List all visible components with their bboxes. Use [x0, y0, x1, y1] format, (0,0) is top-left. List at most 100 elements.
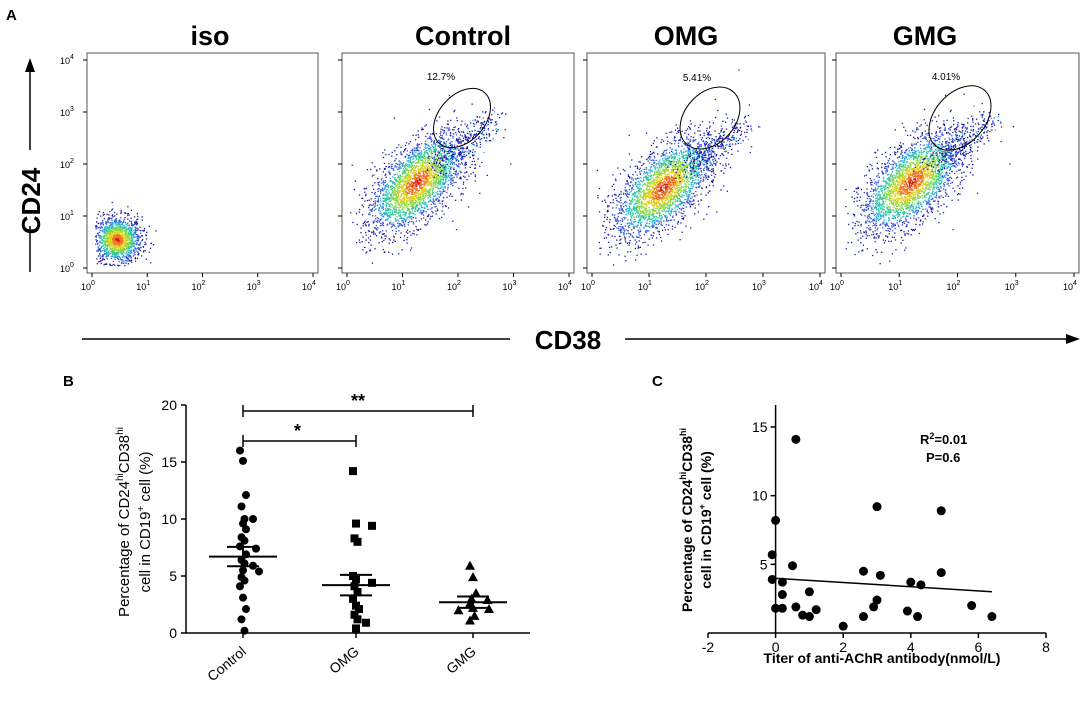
event-dot — [418, 155, 420, 157]
event-dot — [434, 146, 436, 148]
event-dot — [447, 148, 449, 150]
event-dot — [434, 167, 436, 169]
event-dot — [455, 174, 457, 176]
event-dot — [122, 236, 124, 238]
event-dot — [389, 213, 391, 216]
event-dot — [459, 151, 461, 153]
event-dot — [418, 197, 420, 200]
event-dot — [661, 138, 663, 141]
event-dot — [708, 146, 710, 148]
event-dot — [109, 231, 111, 233]
event-dot — [403, 178, 405, 180]
event-dot — [112, 253, 114, 256]
event-dot — [424, 197, 426, 199]
y-tick-label: 104 — [60, 54, 74, 66]
event-dot — [401, 219, 403, 222]
event-dot — [445, 157, 447, 160]
event-dot — [114, 246, 116, 248]
event-dot — [437, 174, 439, 176]
x-tick-base: 10 — [81, 282, 91, 292]
event-dot — [114, 243, 117, 245]
event-dot — [112, 227, 114, 229]
panel-a-x-axis-label: CD38 — [82, 325, 1080, 355]
event-dot — [642, 209, 644, 211]
event-dot — [368, 204, 370, 207]
event-dot — [476, 130, 478, 132]
event-dot — [404, 221, 407, 223]
event-dot — [141, 235, 143, 237]
event-dot — [123, 249, 126, 251]
event-dot — [128, 232, 130, 235]
event-dot — [440, 154, 442, 156]
event-dot — [122, 242, 124, 244]
event-dot — [481, 127, 483, 129]
event-dot — [433, 143, 435, 146]
event-dot — [665, 174, 667, 176]
event-dot — [413, 169, 415, 171]
event-dot — [411, 152, 414, 154]
event-dot — [453, 148, 455, 150]
event-dot — [424, 182, 426, 184]
event-dot — [439, 173, 442, 175]
event-dot — [102, 211, 104, 214]
plot-frame — [341, 52, 575, 274]
event-dot — [419, 208, 421, 210]
event-dot — [381, 237, 383, 239]
event-dot — [630, 223, 632, 225]
event-dot — [351, 164, 353, 166]
event-dot — [627, 213, 629, 215]
event-dot — [428, 181, 430, 183]
event-dot — [434, 145, 437, 147]
event-dot — [398, 203, 401, 205]
event-dot — [454, 170, 456, 173]
event-dot — [400, 162, 402, 164]
event-dot — [407, 157, 409, 159]
event-dot — [446, 163, 449, 166]
event-dot — [419, 174, 421, 177]
event-dot — [397, 190, 399, 192]
event-dot — [437, 168, 439, 171]
event-dot — [438, 145, 441, 147]
event-dot — [437, 178, 439, 180]
event-dot — [460, 199, 463, 201]
event-dot — [377, 178, 379, 180]
event-dot — [385, 184, 388, 186]
event-dot — [417, 229, 419, 232]
event-dot — [409, 199, 411, 201]
event-dot — [416, 144, 418, 146]
event-dot — [510, 163, 512, 165]
event-dot — [422, 191, 424, 193]
event-dot — [670, 188, 673, 190]
event-dot — [423, 176, 425, 179]
event-dot — [392, 192, 394, 194]
event-dot — [138, 248, 140, 251]
event-dot — [630, 222, 632, 224]
event-dot — [426, 178, 428, 180]
event-dot — [404, 214, 407, 216]
event-dot — [448, 169, 450, 172]
event-dot — [408, 216, 410, 218]
event-dot — [647, 244, 649, 246]
event-dot — [99, 253, 101, 255]
event-dot — [495, 128, 497, 130]
event-dot — [386, 189, 389, 191]
event-dot — [399, 196, 402, 198]
event-dot — [448, 179, 450, 181]
event-dot — [438, 218, 441, 220]
event-dot — [100, 262, 102, 265]
event-dot — [421, 168, 423, 170]
event-dot — [425, 177, 428, 179]
event-dot — [448, 127, 450, 129]
event-dot — [409, 211, 411, 214]
event-dot — [134, 230, 137, 232]
event-dot — [455, 181, 457, 184]
event-dot — [117, 244, 119, 246]
y-tick-base: 10 — [60, 212, 70, 222]
event-dot — [431, 182, 433, 184]
event-dot — [409, 178, 411, 181]
event-dot — [630, 212, 632, 214]
event-dot — [437, 185, 439, 187]
event-dot — [118, 239, 120, 242]
event-dot — [649, 156, 652, 158]
event-dot — [129, 226, 131, 229]
